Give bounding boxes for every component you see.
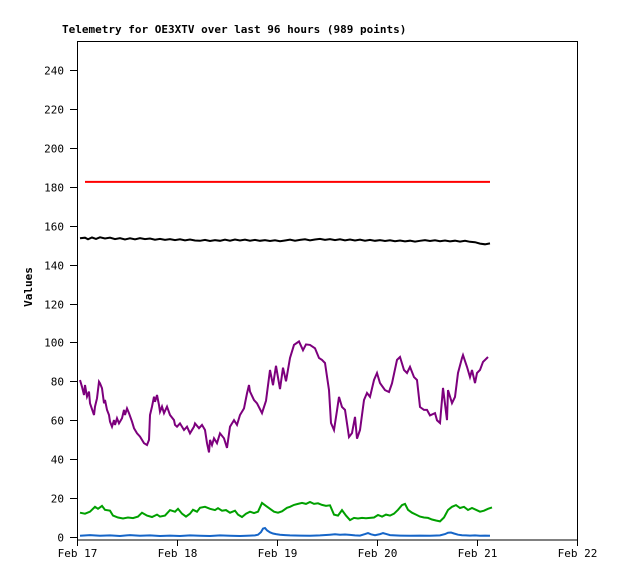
x-axis-ticks: Feb 17 Feb 18 Feb 19 Feb 20 Feb 21 Feb 22 [58, 540, 598, 560]
purple-line [79, 339, 489, 453]
x-tick-label: Feb 21 [458, 547, 498, 560]
y-tick-label: 200 [44, 143, 64, 156]
y-tick-label: 220 [44, 104, 64, 117]
blue-line [79, 526, 491, 538]
y-tick-label: 160 [44, 221, 64, 234]
plot-border [77, 41, 578, 541]
y-tick-label: 20 [51, 493, 64, 506]
y-tick-label: 60 [51, 415, 64, 428]
x-tick-label: Feb 22 [558, 547, 598, 560]
y-tick-label: 240 [44, 65, 64, 78]
black-line [79, 236, 491, 246]
x-tick-label: Feb 20 [358, 547, 398, 560]
y-axis-label: Values [22, 267, 35, 307]
y-tick-label: 100 [44, 337, 64, 350]
y-tick-label: 0 [57, 532, 64, 545]
y-tick-label: 80 [51, 376, 64, 389]
series-lines [79, 180, 493, 538]
green-line [79, 500, 493, 523]
x-tick-label: Feb 19 [258, 547, 298, 560]
y-tick-label: 40 [51, 454, 64, 467]
chart-title: Telemetry for OE3XTV over last 96 hours … [62, 23, 406, 36]
y-tick-label: 140 [44, 260, 64, 273]
y-axis-ticks: 0 20 40 60 80 100 120 140 160 180 200 220 240 [44, 65, 77, 545]
x-tick-label: Feb 18 [158, 547, 198, 560]
y-tick-label: 180 [44, 182, 64, 195]
y-tick-label: 120 [44, 299, 64, 312]
x-tick-label: Feb 17 [58, 547, 98, 560]
